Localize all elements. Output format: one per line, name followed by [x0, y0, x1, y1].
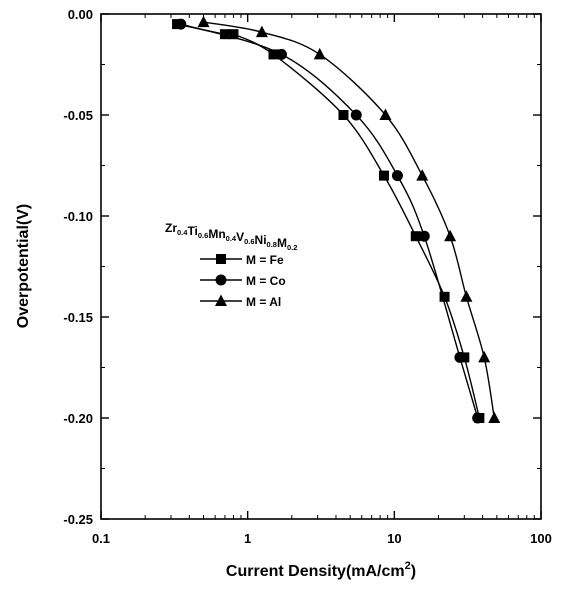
data-point-triangle — [313, 47, 326, 60]
data-point-circle — [454, 351, 466, 363]
legend-label: M = Co — [246, 274, 286, 288]
y-tick-label: -0.10 — [63, 209, 93, 224]
legend-marker-square — [216, 254, 226, 264]
legend-marker-triangle — [215, 294, 227, 306]
data-point-triangle — [416, 169, 429, 181]
data-point-triangle — [488, 411, 501, 423]
x-axis-label: Current Density(mA/cm2) — [226, 560, 416, 580]
ticks-layer: 0.1 1 10 100 0.00 -0.05 -0.10 -0.15 -0.20 -0.25 — [63, 7, 551, 546]
x-tick-label: 10 — [387, 531, 401, 546]
y-tick-label: -0.05 — [63, 108, 93, 123]
x-tick-label: 100 — [530, 531, 552, 546]
legend: Zr0.4Ti0.6Mn0.4V0.6Ni0.8M0.2M = Fe M = Co… — [165, 221, 297, 309]
y-tick-label: -0.20 — [63, 411, 93, 426]
legend-item: M = Fe — [200, 253, 284, 267]
series-line — [203, 21, 495, 419]
data-point-circle — [391, 170, 403, 182]
data-point-square — [410, 231, 421, 242]
data-point-square — [268, 49, 279, 60]
legend-title: Zr0.4Ti0.6Mn0.4V0.6Ni0.8M0.2 — [165, 221, 297, 252]
series-square — [172, 19, 485, 423]
data-point-triangle — [379, 108, 392, 120]
y-tick-label: 0.00 — [68, 7, 93, 22]
data-point-circle — [472, 412, 484, 424]
legend-item: M = Al — [200, 294, 281, 309]
data-point-circle — [275, 48, 287, 60]
legend-label: M = Al — [246, 295, 281, 309]
data-point-circle — [418, 230, 430, 242]
data-point-square — [228, 29, 239, 40]
x-tick-label: 0.1 — [92, 531, 110, 546]
data-point-square — [439, 291, 450, 302]
data-point-circle — [350, 109, 362, 121]
y-tick-label: -0.15 — [63, 310, 93, 325]
data-point-triangle — [478, 350, 491, 363]
legend-item: M = Co — [200, 274, 286, 288]
data-point-triangle — [197, 15, 210, 28]
x-tick-label: 1 — [244, 531, 251, 546]
data-point-square — [219, 29, 230, 40]
data-point-triangle — [444, 229, 457, 242]
data-point-square — [378, 170, 389, 181]
legend-label: M = Fe — [246, 253, 284, 267]
plot-frame — [100, 13, 542, 520]
data-point-triangle — [460, 290, 473, 302]
data-point-square — [338, 110, 349, 120]
series-layer — [172, 15, 501, 424]
data-point-triangle — [255, 25, 268, 38]
data-point-circle — [175, 18, 187, 30]
y-tick-label: -0.25 — [63, 512, 93, 527]
series-circle — [175, 18, 484, 424]
legend-marker-circle — [215, 274, 227, 286]
series-line — [180, 23, 479, 419]
y-axis-label: Overpotential(V) — [15, 204, 32, 328]
series-triangle — [197, 15, 501, 423]
series-line — [176, 23, 481, 419]
